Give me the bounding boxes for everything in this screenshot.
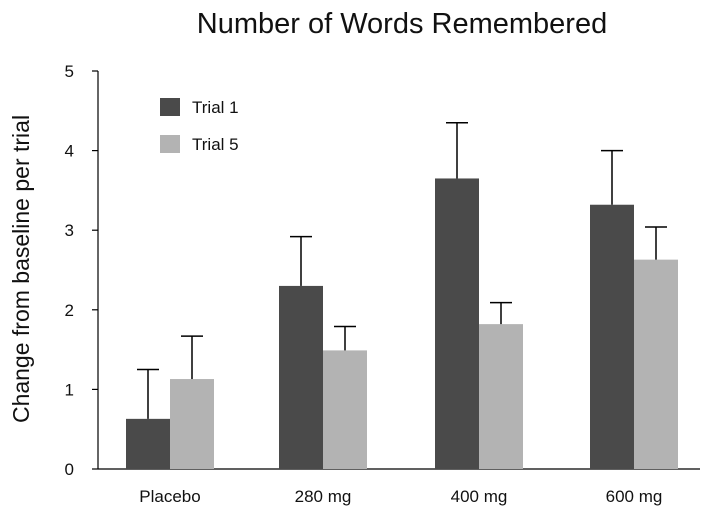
y-tick-label: 2	[65, 301, 74, 320]
y-tick-label: 4	[65, 142, 74, 161]
bar	[435, 178, 479, 469]
y-tick-label: 3	[65, 221, 74, 240]
bar	[479, 324, 523, 469]
error-bars	[137, 121, 667, 419]
legend-swatch	[160, 98, 180, 116]
x-tick-label: 280 mg	[295, 487, 352, 506]
y-tick-label: 5	[65, 62, 74, 81]
bars	[126, 178, 678, 469]
legend: Trial 1 Trial 5	[160, 98, 239, 154]
legend-label: Trial 5	[192, 135, 239, 154]
y-tick-label: 0	[65, 460, 74, 479]
x-tick-label: 400 mg	[451, 487, 508, 506]
bar	[279, 285, 323, 469]
legend-swatch	[160, 135, 180, 153]
bar	[590, 204, 634, 469]
x-tick-label: 600 mg	[606, 487, 663, 506]
bar	[126, 418, 170, 469]
y-tick-label: 1	[65, 380, 74, 399]
chart-title: Number of Words Remembered	[197, 8, 607, 40]
bar	[323, 350, 367, 469]
x-tick-label: Placebo	[139, 487, 200, 506]
bar	[634, 259, 678, 469]
bar	[170, 379, 214, 469]
y-axis-label: Change from baseline per trial	[8, 115, 34, 423]
legend-label: Trial 1	[192, 98, 239, 117]
